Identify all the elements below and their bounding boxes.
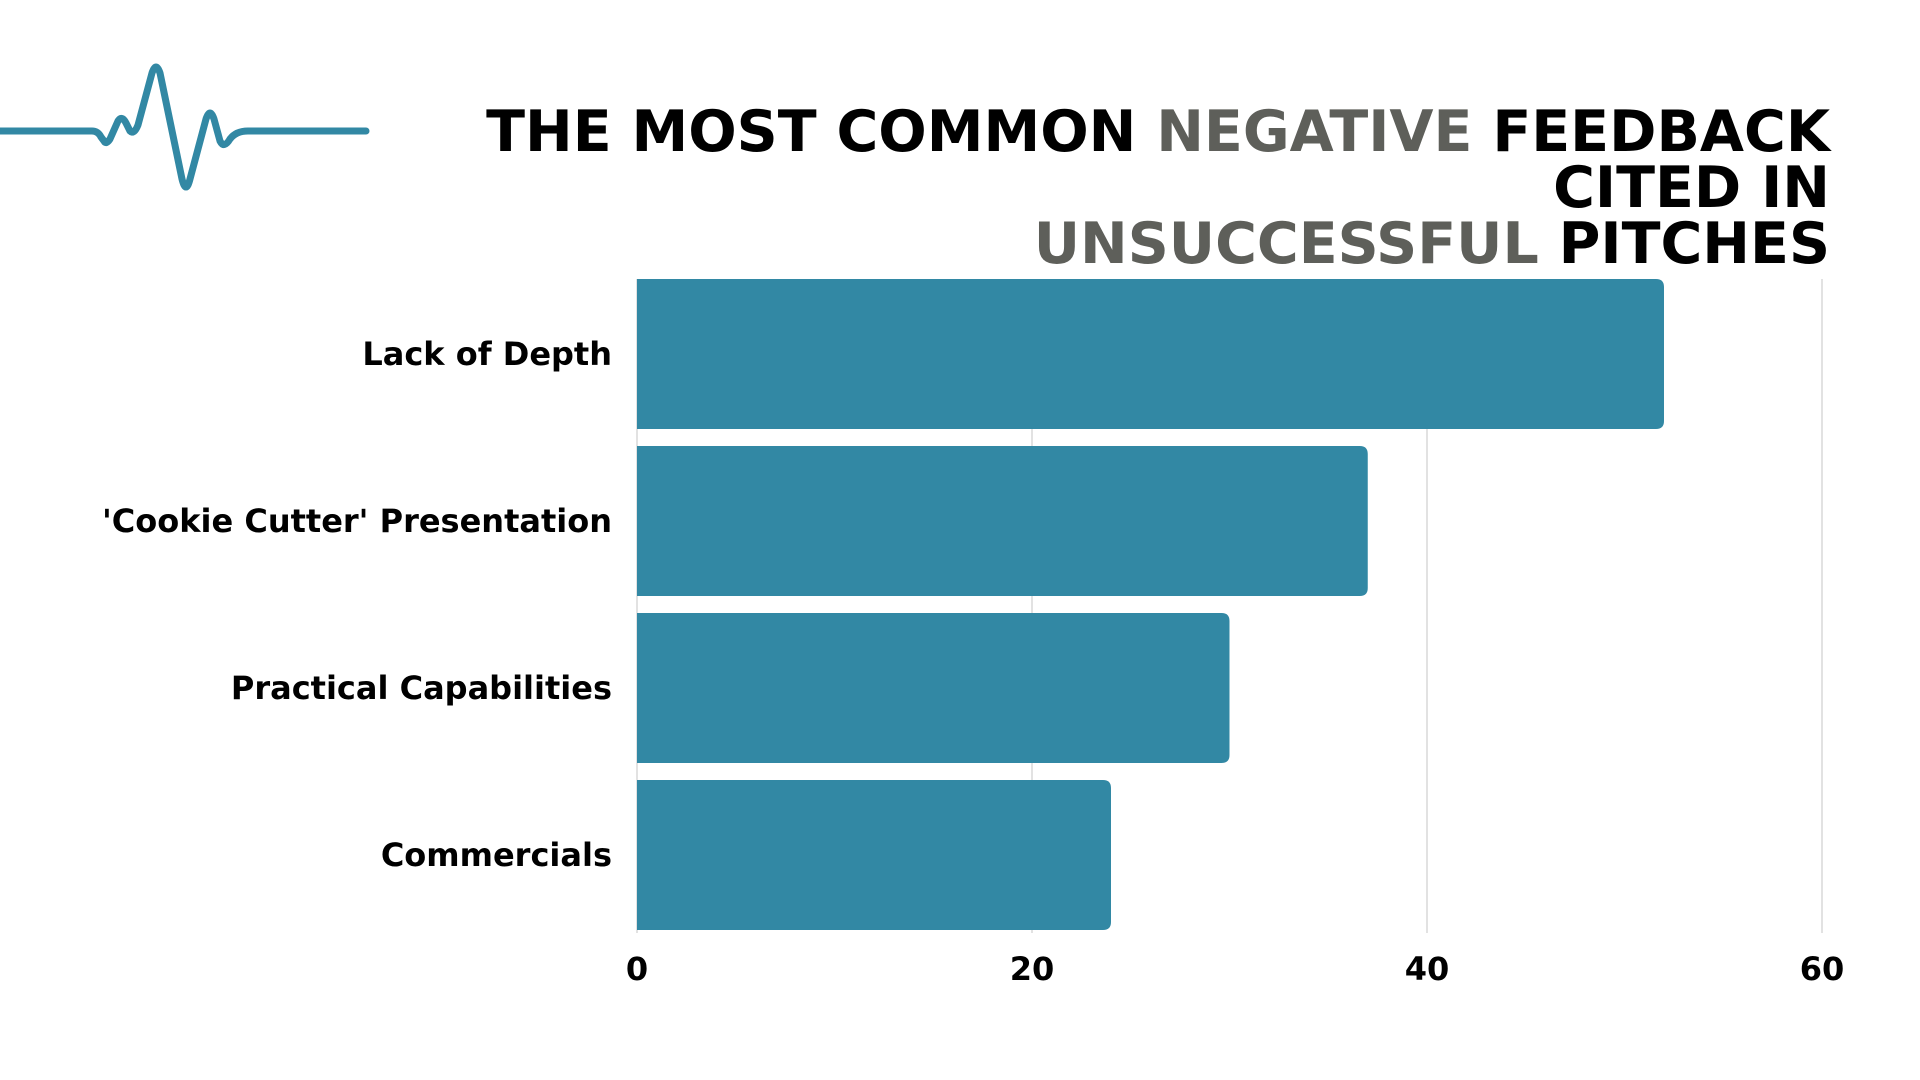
bar-4: [637, 780, 1111, 930]
title-part-5: PITCHES: [1538, 211, 1830, 277]
heartbeat-line-icon: [0, 63, 370, 191]
x-tick-label-0: 0: [626, 950, 648, 988]
chart-title: THE MOST COMMON NEGATIVE FEEDBACK CITED …: [330, 104, 1830, 273]
title-accent-unsuccessful: UNSUCCESSFUL: [1033, 211, 1539, 277]
category-label-3: Practical Capabilities: [231, 669, 612, 707]
category-label-4: Commercials: [381, 836, 612, 874]
bars: [637, 279, 1664, 930]
title-part-1: THE MOST COMMON: [486, 99, 1157, 165]
title-part-3: FEEDBACK CITED IN: [1472, 99, 1830, 221]
x-tick-label-20: 20: [1010, 950, 1055, 988]
bar-1: [637, 279, 1664, 429]
category-label-2: 'Cookie Cutter' Presentation: [102, 502, 612, 540]
category-labels: Lack of Depth 'Cookie Cutter' Presentatio…: [102, 335, 612, 874]
bar-3: [637, 613, 1230, 763]
x-tick-label-60: 60: [1800, 950, 1845, 988]
bar-2: [637, 446, 1368, 596]
x-tick-labels: 0 20 40 60: [626, 950, 1844, 988]
title-accent-negative: NEGATIVE: [1156, 99, 1473, 165]
x-tick-label-40: 40: [1405, 950, 1450, 988]
category-label-1: Lack of Depth: [362, 335, 612, 373]
